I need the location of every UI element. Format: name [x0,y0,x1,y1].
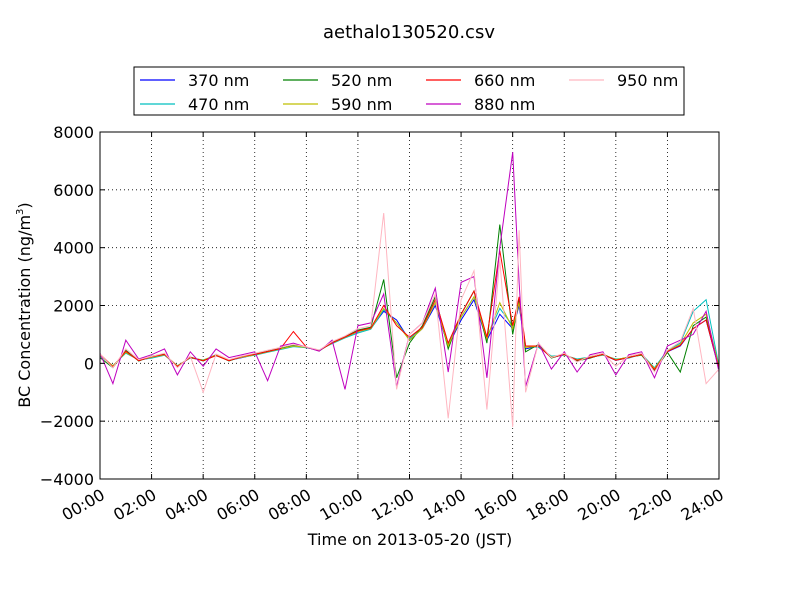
plot-area [99,131,720,480]
plot-background [100,132,719,479]
y-tick-label: 8000 [53,123,94,142]
legend-label-520-nm: 520 nm [331,71,392,90]
legend: 370 nm 470 nm 520 nm 590 nm 660 nm 880 nm 950 … [133,66,685,116]
series-line-660-nm [99,250,720,371]
y-axis-label-close: ) [15,202,34,208]
legend-label-590-nm: 590 nm [331,95,392,114]
series-lines [99,152,720,427]
y-tick-label: 4000 [53,239,94,258]
x-axis-label: Time on 2013-05-20 (JST) [307,530,512,549]
legend-frame [133,66,685,116]
y-tick-label: 0 [84,354,94,373]
legend-label-950-nm: 950 nm [617,71,678,90]
legend-label-370-nm: 370 nm [188,71,249,90]
y-axis-label-main: BC Concentration (ng/m [15,215,34,408]
y-tick-label: −2000 [40,412,94,431]
legend-label-660-nm: 660 nm [474,71,535,90]
legend-label-880-nm: 880 nm [474,95,535,114]
legend-label-470-nm: 470 nm [188,95,249,114]
y-tick-labels: 8000 6000 4000 2000 0 −2000 −4000 [40,123,94,489]
y-tick-label: −4000 [40,470,94,489]
y-tick-label: 6000 [53,181,94,200]
series-line-950-nm [99,212,720,427]
y-tick-label: 2000 [53,297,94,316]
axis-ticks [99,131,720,480]
y-axis-label: BC Concentration (ng/m3) [15,202,34,407]
chart-title: aethalo130520.csv [323,22,495,43]
y-axis-label-sup: 3 [15,209,26,215]
